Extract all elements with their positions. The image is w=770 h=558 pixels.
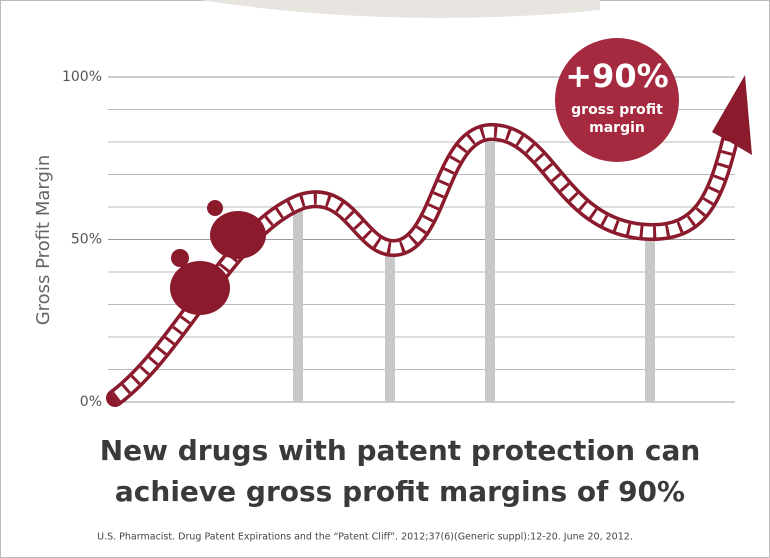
bar xyxy=(385,256,395,402)
y-tick-label: 100% xyxy=(62,69,102,85)
caption: achieve gross profit margins of 90% xyxy=(115,475,685,508)
y-tick-label: 50% xyxy=(71,232,102,248)
bar xyxy=(485,142,495,402)
badge-text: margin xyxy=(589,120,645,136)
badge-title: +90% xyxy=(565,57,668,95)
bar xyxy=(293,207,303,402)
y-axis-label: Gross Profit Margin xyxy=(33,155,54,326)
infographic: 0% 50% 100% +90% gross profit margin Gross… xyxy=(0,0,770,558)
caption: New drugs with patent protection can xyxy=(100,434,701,467)
source: U.S. Pharmacist. Drug Patent Expirations… xyxy=(97,532,633,543)
y-tick-label: 0% xyxy=(80,394,102,410)
badge-text: gross profit xyxy=(571,102,663,118)
bar xyxy=(645,240,655,403)
